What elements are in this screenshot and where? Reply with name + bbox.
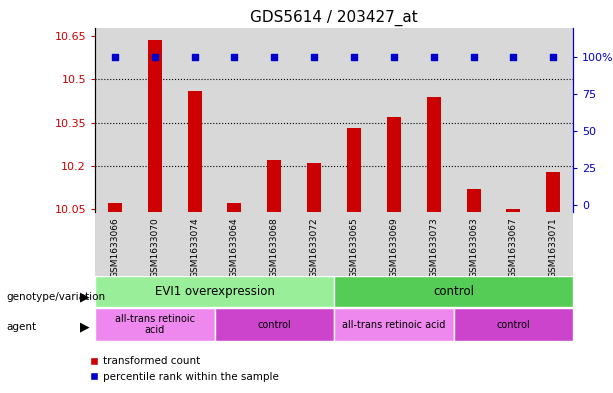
Bar bbox=[493, 28, 533, 212]
Legend: transformed count, percentile rank within the sample: transformed count, percentile rank withi… bbox=[85, 352, 283, 386]
Bar bbox=[215, 28, 254, 212]
Point bbox=[429, 54, 439, 60]
Bar bbox=[294, 212, 334, 275]
Bar bbox=[454, 212, 493, 275]
Text: EVI1 overexpression: EVI1 overexpression bbox=[154, 285, 275, 298]
Point bbox=[310, 54, 319, 60]
Bar bbox=[414, 212, 454, 275]
Bar bbox=[215, 212, 254, 275]
Text: GSM1633064: GSM1633064 bbox=[230, 217, 239, 278]
Point bbox=[270, 54, 280, 60]
Text: GSM1633074: GSM1633074 bbox=[190, 217, 199, 278]
Bar bbox=[188, 91, 202, 212]
Point bbox=[349, 54, 359, 60]
Bar bbox=[427, 97, 441, 212]
Bar bbox=[347, 129, 361, 212]
Text: control: control bbox=[257, 320, 291, 330]
Bar bbox=[334, 212, 374, 275]
Text: GSM1633065: GSM1633065 bbox=[349, 217, 359, 278]
Text: genotype/variation: genotype/variation bbox=[6, 292, 105, 302]
Bar bbox=[95, 212, 135, 275]
Text: control: control bbox=[497, 320, 530, 330]
Bar bbox=[374, 212, 414, 275]
Bar bbox=[334, 28, 374, 212]
Text: GSM1633068: GSM1633068 bbox=[270, 217, 279, 278]
Bar bbox=[533, 28, 573, 212]
Bar bbox=[148, 40, 162, 212]
Bar bbox=[254, 212, 294, 275]
Bar bbox=[307, 163, 321, 212]
Bar bbox=[175, 28, 215, 212]
Text: GSM1633066: GSM1633066 bbox=[110, 217, 120, 278]
Bar bbox=[334, 276, 573, 307]
Text: ▶: ▶ bbox=[80, 320, 89, 334]
Text: ▶: ▶ bbox=[80, 290, 89, 303]
Text: agent: agent bbox=[6, 322, 36, 332]
Bar bbox=[95, 28, 135, 212]
Text: GSM1633070: GSM1633070 bbox=[150, 217, 159, 278]
Text: GSM1633067: GSM1633067 bbox=[509, 217, 518, 278]
Text: GSM1633071: GSM1633071 bbox=[549, 217, 558, 278]
Bar bbox=[294, 28, 334, 212]
Text: GSM1633063: GSM1633063 bbox=[469, 217, 478, 278]
Bar bbox=[546, 172, 560, 212]
Text: GSM1633072: GSM1633072 bbox=[310, 217, 319, 278]
Text: all-trans retinoic acid: all-trans retinoic acid bbox=[342, 320, 446, 330]
Text: control: control bbox=[433, 285, 474, 298]
Bar bbox=[454, 28, 493, 212]
Bar bbox=[374, 28, 414, 212]
Bar bbox=[215, 308, 334, 341]
Bar bbox=[95, 276, 334, 307]
Point bbox=[549, 54, 558, 60]
Bar bbox=[466, 189, 481, 212]
Bar bbox=[135, 212, 175, 275]
Point bbox=[509, 54, 519, 60]
Bar bbox=[334, 308, 454, 341]
Bar bbox=[267, 160, 281, 212]
Point bbox=[389, 54, 399, 60]
Point bbox=[230, 54, 240, 60]
Bar bbox=[95, 308, 215, 341]
Bar bbox=[254, 28, 294, 212]
Point bbox=[469, 54, 479, 60]
Bar bbox=[493, 212, 533, 275]
Text: GSM1633073: GSM1633073 bbox=[429, 217, 438, 278]
Point bbox=[190, 54, 200, 60]
Bar bbox=[387, 117, 401, 212]
Bar bbox=[506, 209, 520, 212]
Text: GSM1633069: GSM1633069 bbox=[389, 217, 398, 278]
Bar bbox=[175, 212, 215, 275]
Title: GDS5614 / 203427_at: GDS5614 / 203427_at bbox=[250, 10, 418, 26]
Point bbox=[110, 54, 120, 60]
Bar bbox=[454, 308, 573, 341]
Bar bbox=[227, 204, 242, 212]
Bar bbox=[108, 204, 122, 212]
Bar bbox=[414, 28, 454, 212]
Text: all-trans retinoic
acid: all-trans retinoic acid bbox=[115, 314, 195, 335]
Point bbox=[150, 54, 159, 60]
Bar bbox=[533, 212, 573, 275]
Bar bbox=[135, 28, 175, 212]
